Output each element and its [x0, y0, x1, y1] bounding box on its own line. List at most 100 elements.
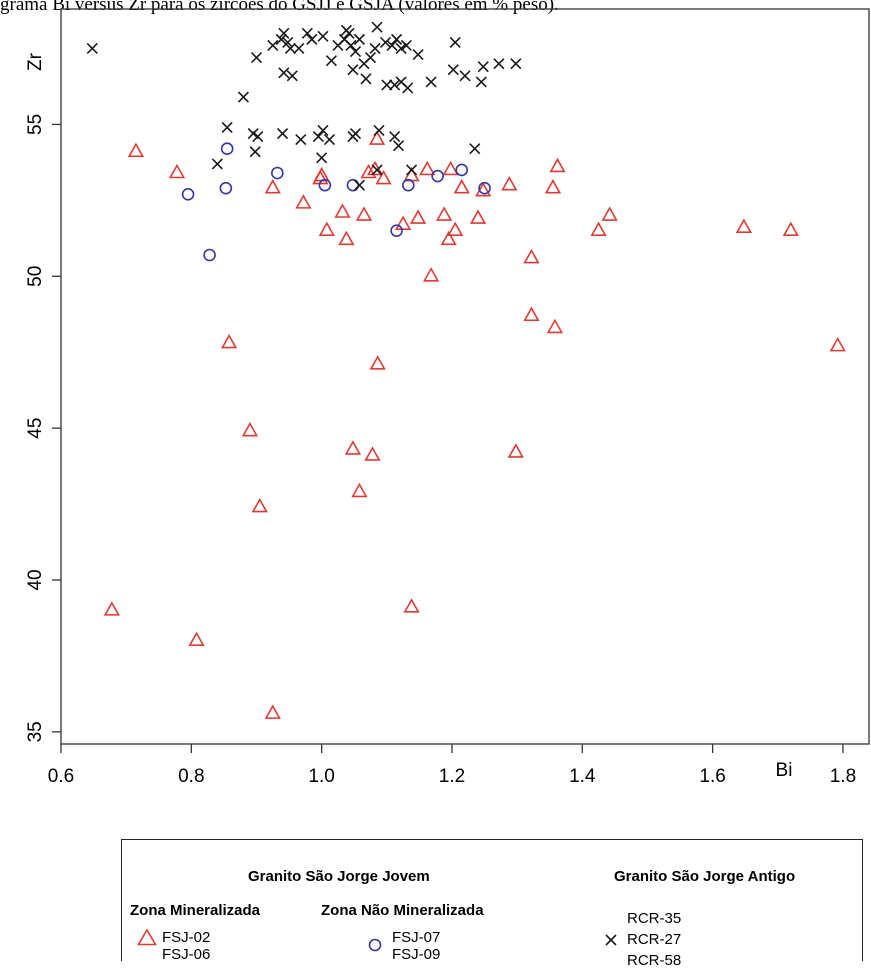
data-point-zona-mineralizada — [436, 206, 453, 221]
data-point-granito-antigo — [469, 143, 481, 155]
data-point-granito-antigo — [221, 121, 233, 134]
data-point-zona-mineralizada — [523, 306, 540, 322]
data-point-zona-mineralizada — [355, 206, 373, 221]
data-point-granito-antigo — [459, 70, 471, 82]
data-point-granito-antigo — [447, 64, 459, 76]
legend-sample-rcr-58: RCR-58 — [627, 952, 682, 969]
data-point-granito-antigo — [306, 33, 318, 45]
data-point-granito-antigo — [278, 27, 290, 39]
data-point-granito-antigo — [267, 39, 279, 52]
data-point-granito-antigo — [373, 124, 385, 137]
data-point-granito-antigo — [360, 73, 372, 85]
data-point-zona-mineralizada — [251, 497, 268, 513]
data-point-zona-mineralizada — [295, 194, 312, 209]
data-point-zona-mineralizada — [364, 446, 381, 461]
legend-sample-fsj-09: FSJ-09 — [392, 946, 441, 963]
x-tick-label: 1.2 — [439, 766, 465, 787]
legend-sample-rcr-27: RCR-27 — [627, 931, 682, 948]
x-tick-label: 1.6 — [699, 766, 725, 787]
data-point-zona-mineralizada — [590, 221, 607, 237]
data-point-granito-antigo — [449, 36, 461, 48]
data-point-granito-antigo — [293, 42, 305, 55]
data-point-granito-antigo — [275, 33, 287, 45]
data-point-granito-antigo — [343, 27, 355, 39]
data-point-granito-antigo — [295, 134, 307, 146]
data-point-granito-antigo — [381, 79, 393, 91]
data-point-granito-antigo — [86, 42, 98, 55]
y-tick-label: 50 — [25, 266, 46, 287]
x-tick-label: 1.0 — [308, 766, 334, 787]
data-point-zona-mineralizada — [469, 209, 487, 224]
data-point-granito-antigo — [312, 130, 324, 143]
data-point-zona-nao-mineralizada — [203, 248, 216, 262]
data-point-zona-nao-mineralizada — [219, 181, 233, 195]
data-point-zona-nao-mineralizada — [402, 178, 415, 192]
data-point-granito-antigo — [250, 52, 263, 64]
x-tick-label: 0.6 — [48, 766, 74, 787]
data-point-zona-mineralizada — [264, 704, 281, 719]
data-point-zona-nao-mineralizada — [455, 163, 469, 177]
legend-group-jovem-title: Granito São Jorge Jovem — [248, 868, 430, 885]
data-point-granito-antigo — [389, 130, 401, 143]
plot-frame — [60, 8, 870, 745]
y-axis-label: Zr — [25, 52, 46, 71]
data-point-granito-antigo — [316, 152, 328, 164]
data-point-granito-antigo — [402, 82, 414, 94]
circle-marker-icon — [368, 938, 382, 952]
data-point-zona-nao-mineralizada — [271, 166, 284, 180]
figure-caption: grama Bi versus Zr para os zircões do GS… — [0, 0, 559, 15]
legend-sample-fsj-07: FSJ-07 — [392, 929, 441, 946]
data-point-granito-antigo — [475, 76, 487, 88]
data-point-granito-antigo — [349, 127, 362, 140]
x-tick-label: 1.8 — [830, 766, 856, 787]
data-point-granito-antigo — [371, 164, 383, 176]
data-point-zona-mineralizada — [829, 336, 846, 352]
data-point-zona-nao-mineralizada — [431, 169, 444, 183]
data-point-zona-mineralizada — [403, 598, 420, 613]
x-axis: 0.6 0.8 1.0 1.2 1.4 1.6 1.8 — [48, 744, 856, 787]
data-point-zona-mineralizada — [338, 230, 355, 246]
data-point-zona-mineralizada — [419, 160, 436, 176]
data-point-zona-mineralizada — [375, 169, 392, 185]
x-axis-label: Bi — [776, 760, 793, 781]
data-point-zona-mineralizada — [351, 482, 368, 498]
data-point-zona-mineralizada — [368, 130, 386, 145]
data-point-zona-mineralizada — [453, 179, 470, 194]
data-point-zona-mineralizada — [549, 157, 566, 173]
data-point-zona-mineralizada — [188, 631, 205, 647]
data-point-granito-antigo — [282, 36, 294, 48]
x-tick-label: 0.8 — [178, 766, 204, 787]
data-point-zona-mineralizada — [220, 333, 238, 349]
cross-marker-icon — [605, 934, 617, 946]
data-point-granito-antigo — [425, 76, 437, 88]
data-point-zona-mineralizada — [440, 230, 457, 246]
data-point-granito-antigo — [379, 36, 392, 48]
legend-sample-fsj-06: FSJ-06 — [162, 946, 211, 963]
data-point-zona-mineralizada — [334, 203, 351, 218]
data-point-zona-mineralizada — [168, 163, 186, 179]
data-point-zona-mineralizada — [507, 443, 524, 458]
data-point-zona-nao-mineralizada — [181, 187, 195, 201]
data-point-granito-antigo — [286, 70, 298, 82]
data-point-zona-mineralizada — [546, 318, 564, 334]
data-point-zona-mineralizada — [409, 209, 427, 224]
data-point-granito-antigo — [276, 127, 289, 140]
data-point-zona-nao-mineralizada — [346, 178, 360, 192]
data-point-zona-nao-mineralizada — [318, 178, 332, 192]
y-tick-label: 55 — [25, 114, 46, 135]
data-point-zona-mineralizada — [360, 163, 377, 179]
data-point-granito-antigo — [317, 124, 329, 137]
y-tick-label: 35 — [25, 721, 46, 742]
data-point-zona-mineralizada — [544, 179, 562, 194]
data-point-granito-antigo — [406, 164, 418, 176]
data-point-granito-antigo — [353, 179, 366, 191]
data-point-granito-antigo — [347, 64, 359, 76]
data-point-granito-antigo — [389, 79, 401, 91]
y-tick-label: 45 — [25, 418, 46, 439]
legend-zona-mineralizada-title: Zona Mineralizada — [130, 902, 261, 919]
data-point-granito-antigo — [392, 140, 405, 152]
data-point-zona-mineralizada — [447, 221, 464, 237]
legend-zona-nao-mineralizada-title: Zona Não Mineralizada — [321, 902, 484, 919]
data-point-granito-antigo — [345, 39, 357, 52]
data-point-granito-antigo — [252, 130, 264, 143]
